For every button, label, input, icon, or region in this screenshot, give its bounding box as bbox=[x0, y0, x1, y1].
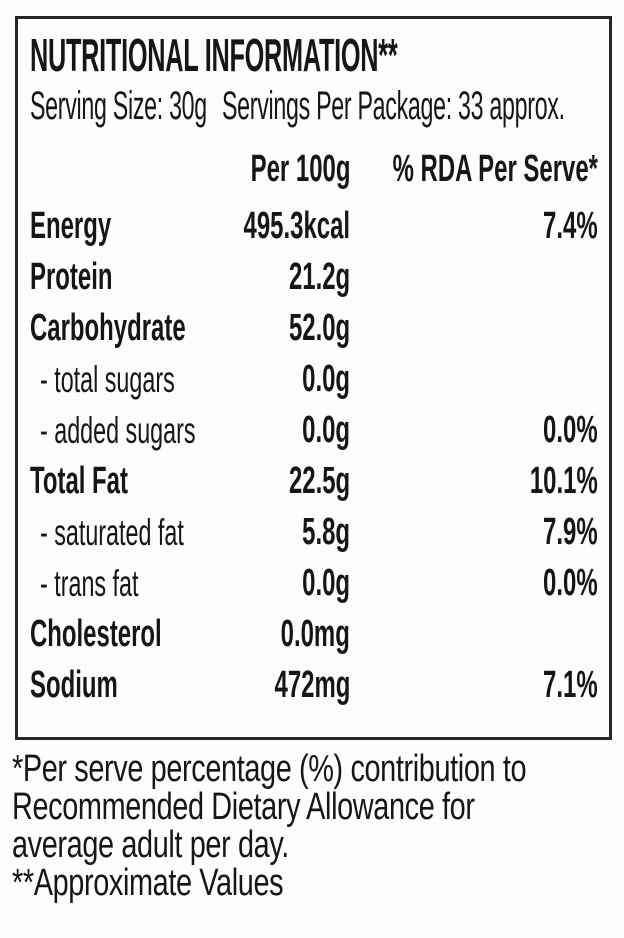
per-100g-value: 0.0g bbox=[302, 562, 350, 604]
nutrient-sublabel: - total sugars bbox=[40, 359, 175, 400]
nutrient-row-added-sugars: - added sugars 0.0g 0.0% bbox=[30, 405, 598, 456]
nutrition-panel: NUTRITIONAL INFORMATION** Serving Size: … bbox=[15, 16, 612, 740]
nutrient-row-trans-fat: - trans fat 0.0g 0.0% bbox=[30, 558, 598, 609]
footnote-text: **Approximate Values bbox=[12, 862, 284, 904]
serving-info: Serving Size: 30g Servings Per Package: 3… bbox=[30, 81, 565, 131]
nutrient-row-total-sugars: - total sugars 0.0g bbox=[30, 354, 598, 405]
per-100g-value: 0.0g bbox=[302, 409, 350, 451]
nutrient-row-saturated-fat: - saturated fat 5.8g 7.9% bbox=[30, 507, 598, 558]
nutrient-row-protein: Protein 21.2g bbox=[30, 252, 598, 303]
per-100g-value: 5.8g bbox=[302, 511, 350, 553]
footnote-line: **Approximate Values bbox=[12, 864, 618, 902]
nutrient-label: Energy bbox=[30, 205, 112, 247]
footnote-line: Recommended Dietary Allowance for bbox=[12, 788, 618, 826]
nutrient-label: Total Fat bbox=[30, 460, 128, 502]
nutrient-row-sodium: Sodium 472mg 7.1% bbox=[30, 660, 598, 711]
per-100g-value: 495.3kcal bbox=[243, 205, 350, 247]
servings-per-package-text: Servings Per Package: 33 approx. bbox=[221, 84, 565, 128]
nutrient-sublabel: - added sugars bbox=[40, 410, 196, 451]
footnotes: *Per serve percentage (%) contribution t… bbox=[12, 750, 618, 902]
per-100g-value: 21.2g bbox=[288, 256, 350, 298]
footnote-line: *Per serve percentage (%) contribution t… bbox=[12, 750, 618, 788]
serving-info-row: Serving Size: 30g Servings Per Package: 3… bbox=[30, 81, 598, 131]
nutrient-label: Carbohydrate bbox=[30, 307, 186, 349]
nutrient-table: Energy 495.3kcal 7.4% Protein 21.2g Carb… bbox=[30, 201, 598, 711]
rda-per-serve-value: 0.0% bbox=[543, 562, 598, 604]
serving-size-text: Serving Size: 30g bbox=[30, 84, 207, 128]
rda-per-serve-value: 7.1% bbox=[543, 664, 598, 706]
nutrient-row-energy: Energy 495.3kcal 7.4% bbox=[30, 201, 598, 252]
nutrient-label: Protein bbox=[30, 256, 113, 298]
panel-title-row: NUTRITIONAL INFORMATION** bbox=[30, 29, 598, 81]
per-100g-value: 52.0g bbox=[288, 307, 350, 349]
footnote-line: average adult per day. bbox=[12, 826, 618, 864]
rda-per-serve-value: 7.9% bbox=[543, 511, 598, 553]
nutrient-row-cholesterol: Cholesterol 0.0mg bbox=[30, 609, 598, 660]
rda-per-serve-value: 10.1% bbox=[530, 460, 598, 502]
per-100g-value: 472mg bbox=[274, 664, 350, 706]
nutrient-row-total-fat: Total Fat 22.5g 10.1% bbox=[30, 456, 598, 507]
nutrient-row-carbohydrate: Carbohydrate 52.0g bbox=[30, 303, 598, 354]
nutrient-label: Cholesterol bbox=[30, 613, 162, 655]
per-100g-value: 0.0mg bbox=[280, 613, 350, 655]
panel-title: NUTRITIONAL INFORMATION** bbox=[30, 29, 398, 81]
footnote-text: Recommended Dietary Allowance for bbox=[12, 786, 475, 828]
column-header-rda-per-serve: % RDA Per Serve* bbox=[392, 148, 598, 190]
rda-per-serve-value: 7.4% bbox=[543, 205, 598, 247]
column-header-row: Per 100g % RDA Per Serve* bbox=[30, 145, 598, 193]
nutrient-label: Sodium bbox=[30, 664, 118, 706]
nutrient-sublabel: - trans fat bbox=[40, 563, 139, 604]
per-100g-value: 22.5g bbox=[288, 460, 350, 502]
rda-per-serve-value: 0.0% bbox=[543, 409, 598, 451]
footnote-text: average adult per day. bbox=[12, 824, 289, 866]
per-100g-value: 0.0g bbox=[302, 358, 350, 400]
footnote-text: *Per serve percentage (%) contribution t… bbox=[12, 748, 527, 790]
column-header-per-100g: Per 100g bbox=[250, 148, 350, 190]
nutrient-sublabel: - saturated fat bbox=[40, 512, 184, 553]
